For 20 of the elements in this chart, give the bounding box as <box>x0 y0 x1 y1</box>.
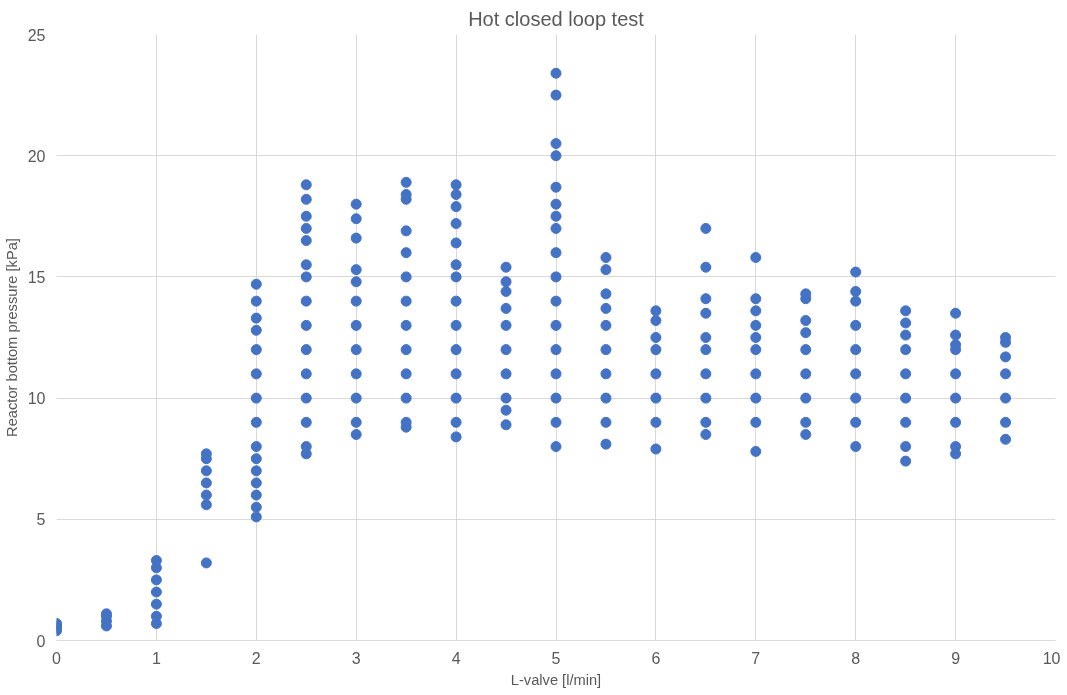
x-tick-label: 7 <box>751 649 761 667</box>
y-axis-title: Reactor bottom pressure [kPa] <box>3 238 20 437</box>
x-tick-label: 0 <box>52 649 62 667</box>
x-tick-label: 2 <box>251 649 261 667</box>
x-tick-label: 6 <box>651 649 661 667</box>
x-tick-label: 8 <box>851 649 861 667</box>
x-tick-label: 1 <box>151 649 161 667</box>
y-tick-label: 5 <box>36 511 46 529</box>
y-tick-label: 10 <box>27 390 46 408</box>
x-tick-label: 9 <box>951 649 961 667</box>
y-tick-label: 0 <box>36 632 46 650</box>
x-tick-label: 10 <box>1042 649 1061 667</box>
y-tick-label: 20 <box>27 147 46 165</box>
x-tick-label: 3 <box>351 649 361 667</box>
x-tick-label: 5 <box>551 649 561 667</box>
chart-title: Hot closed loop test <box>468 7 645 30</box>
x-axis-title: L-valve [l/min] <box>510 671 602 688</box>
x-tick-label: 4 <box>451 649 461 667</box>
y-tick-label: 25 <box>27 26 46 44</box>
y-tick-label: 15 <box>27 268 46 286</box>
